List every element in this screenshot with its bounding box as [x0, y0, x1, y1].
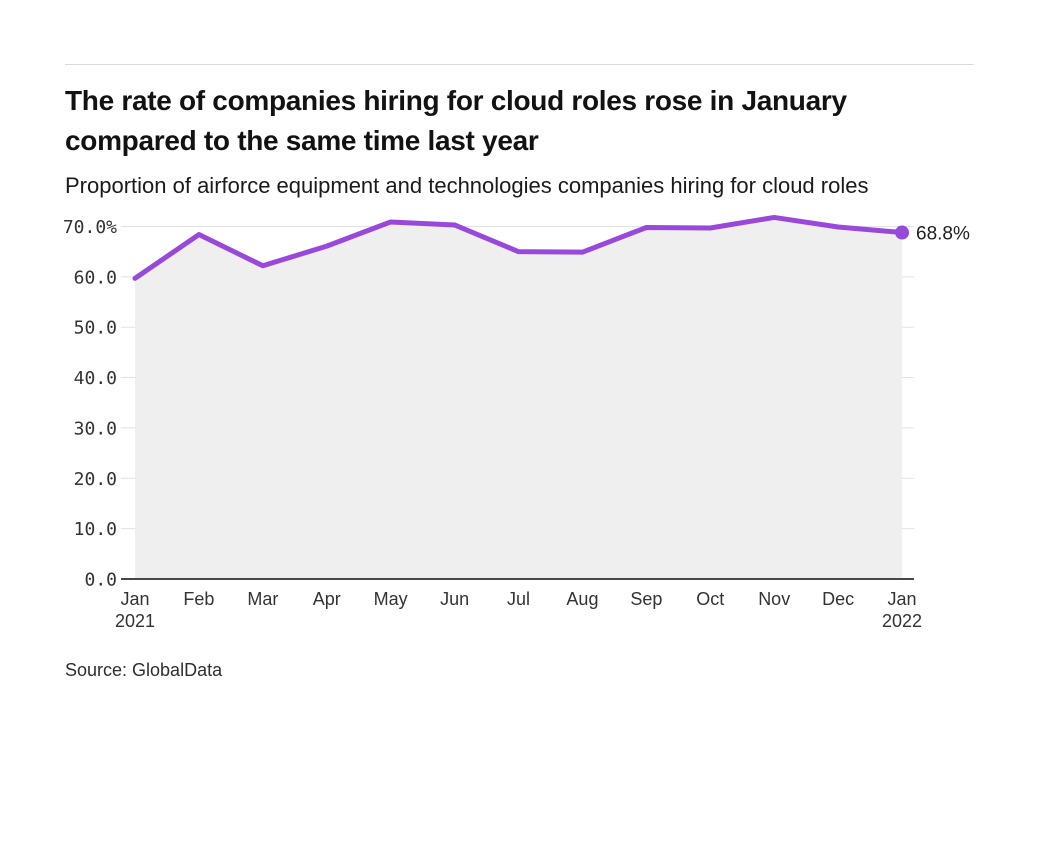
x-axis-tick-label: Jul [507, 589, 530, 609]
x-axis-tick-label: Mar [247, 589, 278, 609]
x-axis-tick-label: Dec [822, 589, 854, 609]
x-axis-tick-label: Nov [758, 589, 790, 609]
y-axis-tick-label: 20.0 [74, 469, 117, 490]
chart-title: The rate of companies hiring for cloud r… [65, 85, 847, 156]
y-axis-tick-label: 0.0 [84, 570, 117, 591]
x-axis-year-label: 2021 [115, 611, 155, 631]
x-axis-tick-label: Jan [120, 589, 149, 609]
last-point-marker [895, 225, 910, 240]
y-axis-tick-label: 10.0 [74, 519, 117, 540]
x-axis-tick-label: Oct [696, 589, 724, 609]
value-line [132, 214, 905, 281]
area-fill [135, 217, 903, 579]
y-axis-tick-label: 50.0 [74, 318, 117, 339]
end-value-label: 68.8% [916, 224, 970, 245]
top-divider [65, 64, 974, 65]
line-chart: 0.0 10.0 20.0 30.0 40.0 50.0 60.0 70.0% 68.8% Jan… [0, 197, 1038, 637]
x-axis-tick-label: Sep [630, 589, 662, 609]
chart-subtitle: Proportion of airforce equipment and tec… [65, 173, 869, 198]
x-axis-tick-label: Apr [313, 589, 341, 609]
source-note: Source: GlobalData [65, 660, 223, 680]
y-axis-tick-label: 70.0% [63, 217, 117, 238]
line-chart-canvas: 0.0 10.0 20.0 30.0 40.0 50.0 60.0 70.0% 68.8% Jan… [63, 214, 970, 631]
x-axis-tick-label: May [374, 589, 408, 609]
y-axis-tick-label: 60.0 [74, 267, 117, 288]
y-axis-tick-label: 30.0 [74, 418, 117, 439]
x-axis-tick-label: Jan [888, 589, 917, 609]
x-axis-tick-label: Aug [566, 589, 598, 609]
x-axis-tick-label: Jun [440, 589, 469, 609]
chart-page: The rate of companies hiring for cloud r… [0, 64, 1038, 681]
x-axis-year-label: 2022 [882, 611, 922, 631]
y-axis-tick-label: 40.0 [74, 368, 117, 389]
x-axis-tick-label: Feb [183, 589, 214, 609]
